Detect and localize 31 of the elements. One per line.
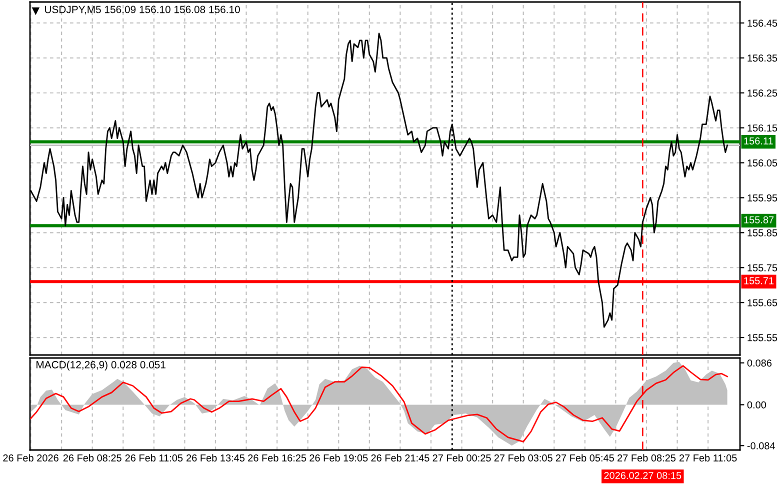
- y-tick-label: 155.85: [748, 229, 778, 236]
- x-tick-label: 26 Feb 13:45: [186, 454, 245, 462]
- x-tick-label: 26 Feb 19:05: [310, 454, 368, 462]
- y-tick-label: 156.45: [748, 20, 778, 27]
- x-tick-label: 26 Feb 11:05: [125, 454, 183, 462]
- ref-line-label: 2026.02.27 08:15: [604, 472, 682, 480]
- y-tick-label: 155.55: [748, 334, 778, 342]
- x-tick-label: 27 Feb 11:05: [679, 454, 737, 462]
- x-tick-label: 26 Feb 08:25: [63, 454, 122, 462]
- x-tick-label: 27 Feb 05:45: [556, 454, 614, 462]
- chart-title: MACD(12,26,9) 0.028 0.051: [36, 360, 166, 370]
- y-tick-label: 156.35: [748, 54, 778, 62]
- x-tick-label: 27 Feb 03:05: [494, 454, 552, 462]
- ref-line-label: 155.87: [744, 216, 774, 224]
- y-tick-label: 156.05: [748, 159, 778, 166]
- x-tick-label: 26 Feb 21:45: [371, 454, 430, 462]
- y-tick-label: 155.95: [748, 194, 778, 202]
- y-tick-label: 155.75: [748, 264, 778, 272]
- x-tick-label: 27 Feb 08:25: [618, 454, 676, 462]
- y-tick-label: 156.25: [748, 90, 778, 97]
- x-tick-label: 26 Feb 2026: [3, 454, 58, 462]
- ref-line-label: 155.71: [744, 277, 774, 284]
- y-tick-label: 0.00: [747, 401, 766, 408]
- y-tick-label: 155.65: [748, 299, 778, 306]
- chart-title: USDJPY,M5 156.09 156.10 156.08 156.10: [45, 6, 240, 14]
- x-tick-label: 27 Feb 00:25: [432, 454, 491, 462]
- y-tick-label: -0.084: [747, 442, 776, 450]
- x-tick-label: 26 Feb 16:25: [248, 454, 306, 462]
- y-tick-label: 0.086: [747, 360, 772, 367]
- ref-line-label: 156.11: [744, 137, 773, 144]
- y-tick-label: 156.15: [748, 124, 778, 132]
